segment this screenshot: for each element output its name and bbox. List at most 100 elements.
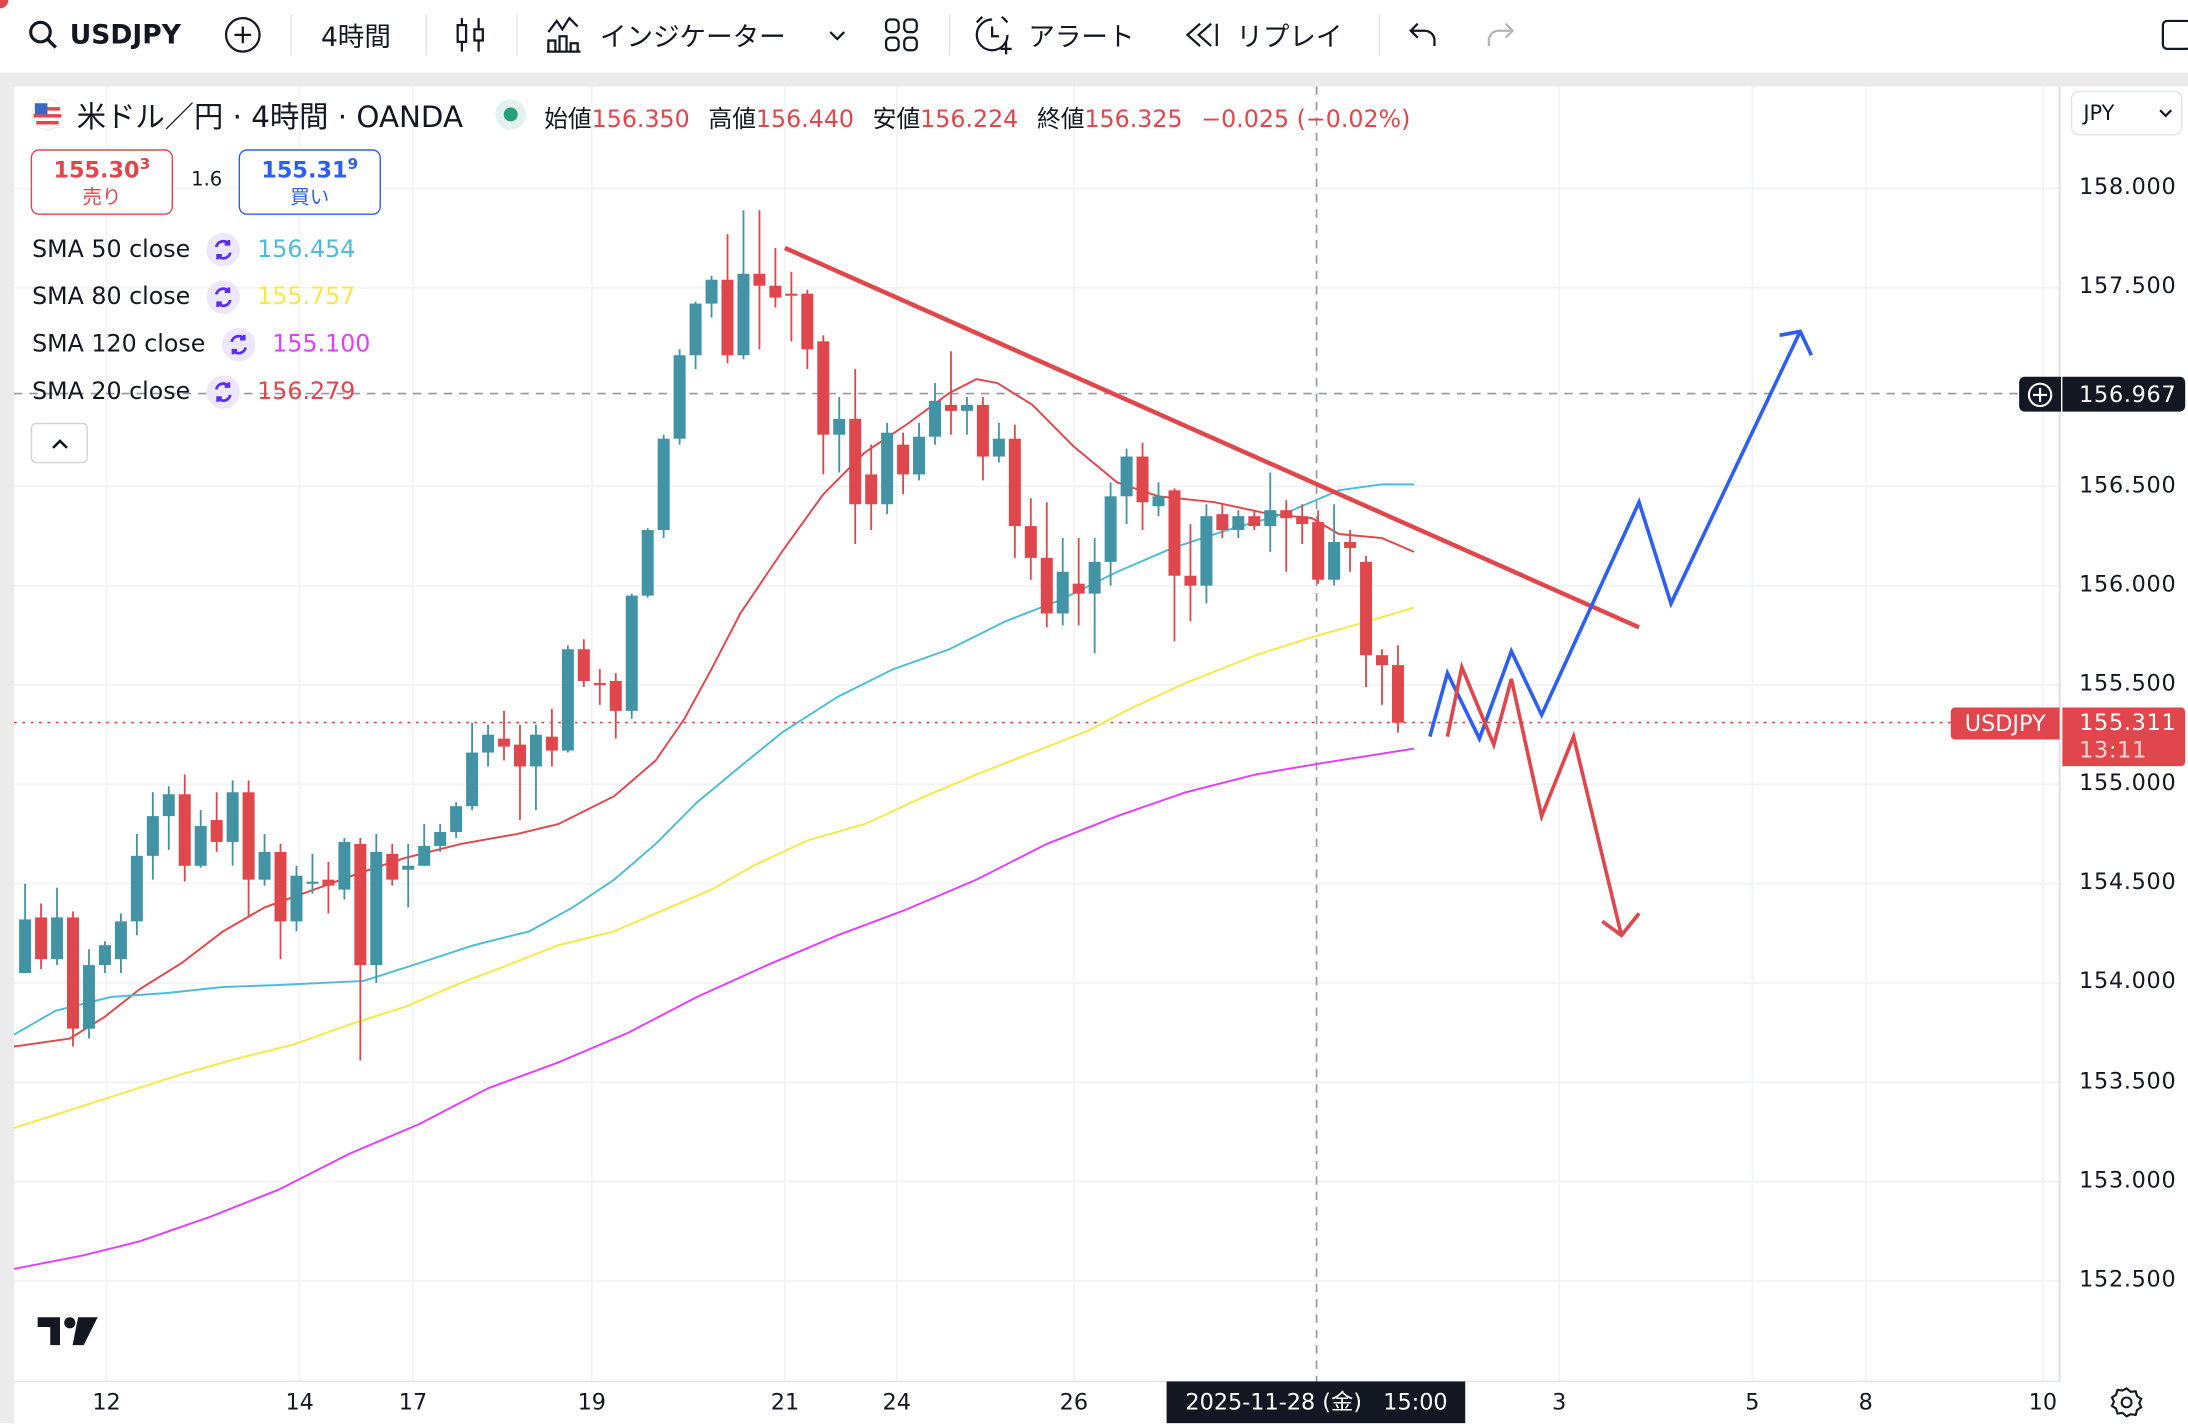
candle-body	[529, 734, 542, 767]
currency-dropdown[interactable]: JPY	[2070, 90, 2183, 136]
redo-button[interactable]	[1483, 0, 1516, 70]
candle	[833, 396, 846, 473]
time-tick-label: 12	[92, 1388, 121, 1415]
us-flag-icon	[31, 98, 64, 131]
chart-type-button[interactable]	[454, 0, 487, 70]
forecast-path[interactable]	[1445, 660, 1624, 936]
indicator-label: SMA 20 close	[32, 378, 191, 407]
time-tick-label: 17	[398, 1388, 428, 1415]
time-tick-label: 24	[882, 1388, 911, 1415]
crosshair-price-label: 156.967	[2062, 376, 2186, 412]
left-edge	[0, 86, 14, 1424]
candle	[210, 792, 223, 852]
candle-body	[785, 293, 798, 296]
candle-body	[1072, 583, 1085, 594]
add-symbol-button[interactable]	[223, 0, 262, 70]
candle	[418, 824, 431, 866]
market-status[interactable]	[495, 99, 527, 130]
candle	[625, 593, 638, 719]
sell-button[interactable]: 155.303 売り	[30, 149, 174, 215]
candle-body	[386, 853, 399, 880]
time-tick-label: 14	[285, 1388, 314, 1415]
replay-button[interactable]: リプレイ	[1183, 0, 1342, 70]
indicator-row-sma50[interactable]: SMA 50 close 156.454	[32, 232, 355, 268]
candle-body	[561, 649, 574, 751]
chart-settings-button[interactable]	[2110, 1386, 2143, 1424]
undo-icon	[1409, 22, 1436, 47]
candle-body	[482, 734, 495, 753]
candle-body	[498, 738, 511, 747]
trend-line[interactable]	[784, 245, 1640, 630]
price-tick-label: 156.000	[2079, 570, 2177, 597]
candle	[865, 444, 878, 531]
candle	[1088, 538, 1101, 654]
candle	[1216, 504, 1229, 539]
templates-dropdown[interactable]	[826, 0, 848, 70]
candle-body	[1136, 456, 1149, 503]
candle	[944, 351, 957, 435]
candle-body	[817, 341, 830, 435]
alert-button[interactable]: アラート	[973, 0, 1134, 70]
candle	[1184, 524, 1197, 622]
ohlc-values: 始値156.350 高値156.440 安値156.224 終値156.325 …	[544, 99, 1421, 134]
sync-icon[interactable]	[206, 375, 241, 409]
candle-body	[1200, 516, 1213, 586]
candle-body	[1296, 516, 1309, 525]
candle-body	[1088, 561, 1101, 594]
price-chart[interactable]	[0, 86, 2188, 1424]
sync-icon[interactable]	[222, 327, 256, 362]
interval-button[interactable]: 4時間	[321, 0, 391, 70]
notification-dot-icon	[0, 0, 9, 9]
drawings[interactable]	[784, 245, 1814, 938]
interval-label: 4時間	[320, 21, 391, 53]
candle	[1312, 510, 1325, 584]
forecast-path[interactable]	[1428, 330, 1802, 744]
buy-price-pip: 9	[347, 154, 359, 174]
sync-icon[interactable]	[206, 280, 241, 314]
undo-button[interactable]	[1407, 0, 1440, 70]
add-alert-button[interactable]	[2019, 376, 2062, 412]
market-open-dot-icon	[503, 107, 518, 122]
replay-label: リプレイ	[1236, 21, 1343, 53]
indicators-button[interactable]: インジケーター	[544, 0, 786, 70]
layout-button[interactable]	[883, 0, 919, 70]
symbol-price-tag: USDJPY	[1950, 707, 2060, 740]
price-tick-label: 155.000	[2079, 768, 2177, 796]
indicator-row-sma120[interactable]: SMA 120 close 155.100	[32, 327, 370, 363]
candle-body	[976, 404, 989, 457]
low-value: 156.224	[920, 106, 1019, 134]
price-tick-label: 155.500	[2079, 669, 2177, 697]
collapse-legend-button[interactable]	[30, 422, 88, 464]
candle	[705, 275, 718, 318]
candle	[1040, 502, 1053, 628]
candle-body	[306, 881, 319, 884]
indicator-row-sma80[interactable]: SMA 80 close 155.757	[32, 279, 355, 315]
sync-icon[interactable]	[206, 233, 241, 267]
symbol-title[interactable]: 米ドル／円 · 4時間 · OANDA	[76, 100, 464, 134]
candle-body	[146, 816, 159, 856]
candle-body	[865, 474, 878, 505]
candle-body	[689, 303, 702, 356]
sma-lines	[13, 378, 1415, 1270]
candle	[354, 837, 367, 1061]
indicator-label: SMA 80 close	[32, 283, 191, 312]
candle	[609, 673, 622, 739]
candle-body	[801, 293, 814, 350]
candle	[51, 887, 64, 966]
buy-label: 買い	[290, 187, 330, 210]
replay-icon	[1185, 22, 1218, 47]
candle	[130, 833, 143, 936]
symbol-search-button[interactable]: USDJPY	[28, 0, 181, 70]
candle-body	[593, 683, 606, 686]
candle	[1232, 510, 1245, 539]
buy-button[interactable]: 155.319 買い	[238, 149, 381, 215]
candle	[785, 271, 798, 342]
fullscreen-button[interactable]	[2160, 0, 2188, 70]
chevron-up-icon	[51, 438, 68, 449]
indicator-label: SMA 120 close	[32, 330, 206, 359]
last-price: 155.311	[2079, 708, 2177, 736]
candle	[593, 669, 606, 705]
candle-body	[641, 530, 654, 596]
indicator-row-sma20[interactable]: SMA 20 close 156.279	[32, 374, 355, 410]
